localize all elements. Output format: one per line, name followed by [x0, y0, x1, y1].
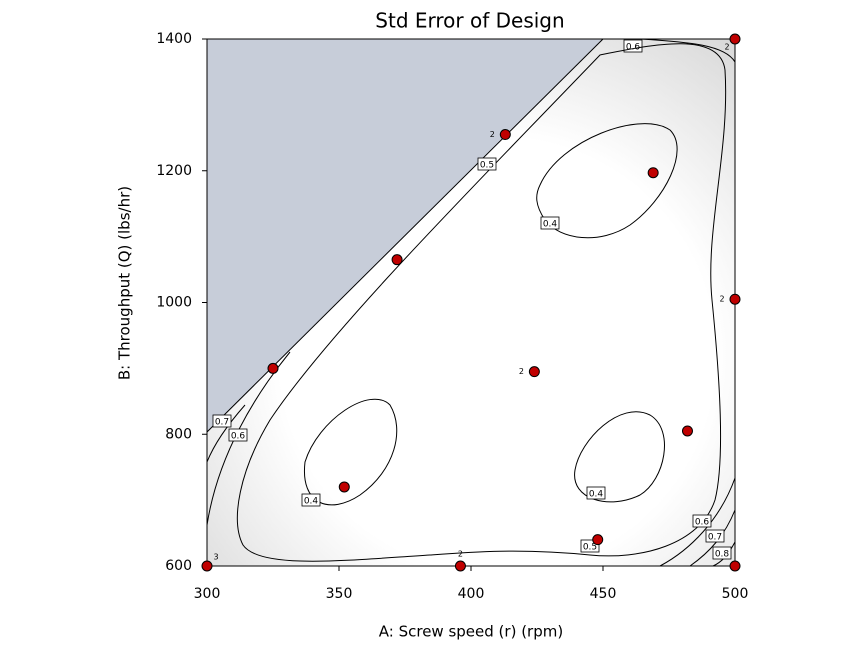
design-point — [729, 560, 741, 572]
chart-title: Std Error of Design — [375, 9, 564, 33]
x-tick-label: 500 — [722, 586, 749, 602]
contours: 0.60.50.40.70.60.40.40.60.70.50.8 — [206, 38, 736, 567]
x-axis-label: A: Screw speed (r) (rpm) — [379, 623, 563, 641]
contour-label: 0.6 — [626, 43, 641, 53]
contour-label-box — [477, 157, 497, 171]
contour-line — [237, 43, 727, 562]
design-point — [201, 560, 213, 572]
contour-line — [639, 38, 736, 63]
contour-label: 0.7 — [708, 533, 722, 543]
contour-label-box — [301, 493, 321, 507]
design-point — [391, 254, 403, 266]
design-point — [729, 293, 741, 305]
design-point — [729, 33, 741, 45]
contour-line — [303, 398, 398, 506]
contour-label: 0.6 — [231, 432, 246, 442]
y-tick-label: 1400 — [156, 31, 192, 47]
contour-label: 0.4 — [589, 490, 604, 500]
replicate-label: 2 — [458, 550, 463, 559]
design-point — [499, 129, 511, 141]
contour-label: 0.4 — [543, 220, 558, 230]
x-tick-label: 300 — [194, 586, 221, 602]
contour-label-box — [586, 486, 606, 500]
y-tick-label: 1200 — [156, 163, 192, 179]
contour-line — [659, 477, 736, 567]
x-tick-label: 400 — [458, 586, 485, 602]
x-tick-label: 450 — [590, 586, 617, 602]
y-tick-label: 800 — [165, 426, 192, 442]
contour-label-box — [705, 529, 725, 543]
contour-label: 0.5 — [480, 161, 494, 171]
contour-line — [206, 404, 246, 463]
contour-label: 0.7 — [215, 418, 229, 428]
replicate-label: 2 — [724, 43, 729, 52]
design-point — [338, 481, 350, 493]
replicate-label: 2 — [519, 367, 524, 376]
contour-label-box — [540, 216, 560, 230]
design-point — [267, 362, 279, 374]
contour-label: 0.4 — [304, 497, 319, 507]
y-tick-label: 600 — [165, 558, 192, 574]
design-point — [592, 534, 604, 546]
contour-label-box — [692, 514, 712, 528]
replicate-label: 2 — [490, 130, 495, 139]
design-point — [528, 366, 540, 378]
contour-label-box — [212, 414, 232, 428]
y-tick-label: 1000 — [156, 295, 192, 311]
contour-label: 0.8 — [715, 550, 730, 560]
replicate-label: 3 — [213, 553, 218, 562]
contour-label: 0.6 — [695, 518, 710, 528]
replicate-label: 2 — [719, 295, 724, 304]
design-point — [681, 425, 693, 437]
y-axis-label: B: Throughput (Q) (lbs/hr) — [116, 186, 134, 380]
design-point — [647, 167, 659, 179]
design-point — [454, 560, 466, 572]
x-tick-label: 350 — [326, 586, 353, 602]
contour-label-box — [712, 546, 732, 560]
contour-label-box — [228, 428, 248, 442]
contour-label: 0.5 — [583, 543, 597, 553]
